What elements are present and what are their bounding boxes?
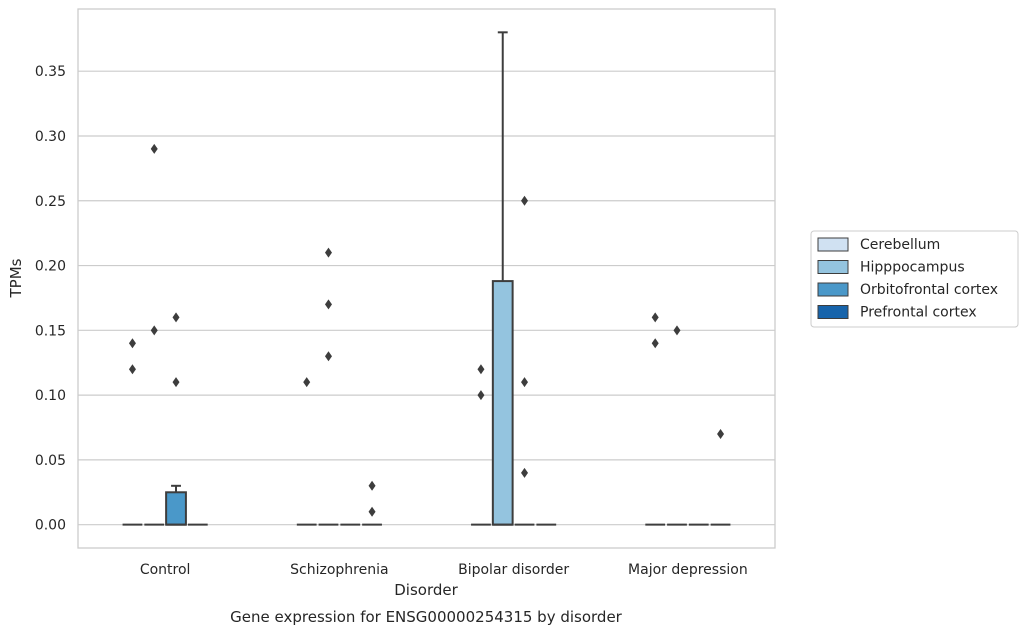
plot-border <box>77 8 776 549</box>
outlier-point <box>150 325 158 336</box>
y-tick-label: 0.30 <box>35 129 66 145</box>
legend-swatch <box>817 282 849 297</box>
outlier-point <box>324 299 332 310</box>
x-tick-labels: Control Schizophrenia Bipolar disorder Majo… <box>140 562 748 578</box>
outlier-point <box>477 364 485 375</box>
outlier-point <box>521 195 529 206</box>
box-orbitofrontal-cortex <box>514 195 535 526</box>
x-tick-label: Schizophrenia <box>290 562 388 578</box>
box-hipppocampus <box>491 31 514 526</box>
y-tick-label: 0.25 <box>35 194 66 210</box>
outlier-point <box>324 351 332 362</box>
box-rect <box>165 491 187 526</box>
box-orbitofrontal-cortex <box>165 312 187 526</box>
outlier-point <box>651 312 659 323</box>
box-hipppocampus <box>144 143 165 526</box>
box-cerebellum <box>122 338 143 526</box>
outlier-point <box>521 467 529 478</box>
box-prefrontal-cortex <box>362 480 382 526</box>
outlier-point <box>324 247 332 258</box>
legend-swatch <box>817 260 849 274</box>
outlier-point <box>368 480 376 491</box>
legend-label: Hipppocampus <box>860 260 965 276</box>
outlier-point <box>673 325 681 336</box>
outlier-point <box>172 312 180 323</box>
legend-label: Cerebellum <box>860 237 940 253</box>
legend-swatch <box>817 237 849 252</box>
outlier-point <box>128 364 136 375</box>
outlier-point <box>521 377 529 388</box>
box-cerebellum <box>296 377 317 526</box>
legend: Cerebellum Hipppocampus Orbitofrontal cort… <box>810 230 1019 328</box>
box-hipppocampus <box>318 247 339 526</box>
y-tick-labels: 0.00 0.05 0.10 0.15 0.20 0.25 0.30 0.35 <box>35 64 66 533</box>
y-tick-label: 0.20 <box>35 259 66 275</box>
y-tick-label: 0.35 <box>35 64 66 80</box>
y-tick-label: 0.15 <box>35 323 66 339</box>
x-axis-label: Disorder <box>394 581 458 599</box>
outlier-point <box>651 338 659 349</box>
gridlines <box>78 70 775 526</box>
outlier-point <box>128 338 136 349</box>
outlier-point <box>172 377 180 388</box>
x-tick-label: Bipolar disorder <box>458 562 569 578</box>
x-tick-label: Control <box>140 562 191 578</box>
box-prefrontal-cortex <box>710 428 731 526</box>
legend-label: Orbitofrontal cortex <box>860 282 998 298</box>
outlier-point <box>303 377 311 388</box>
box-rect <box>491 280 514 526</box>
box-cerebellum <box>471 364 491 526</box>
y-tick-label: 0.05 <box>35 453 66 469</box>
legend-box <box>810 230 1019 328</box>
chart-caption: Gene expression for ENSG00000254315 by d… <box>230 608 623 626</box>
box-hipppocampus <box>667 325 687 526</box>
outlier-point <box>368 506 376 517</box>
y-axis-label: TPMs <box>7 258 25 298</box>
box-cerebellum <box>645 312 666 526</box>
outlier-point <box>150 143 158 154</box>
x-tick-label: Major depression <box>628 562 748 578</box>
y-tick-label: 0.10 <box>35 388 66 404</box>
plot-frame <box>77 8 776 549</box>
legend-swatch <box>817 305 849 319</box>
boxes <box>122 31 731 526</box>
y-tick-label: 0.00 <box>35 518 66 534</box>
legend-label: Prefrontal cortex <box>860 305 977 321</box>
outlier-point <box>477 390 485 401</box>
outlier-point <box>717 428 725 439</box>
